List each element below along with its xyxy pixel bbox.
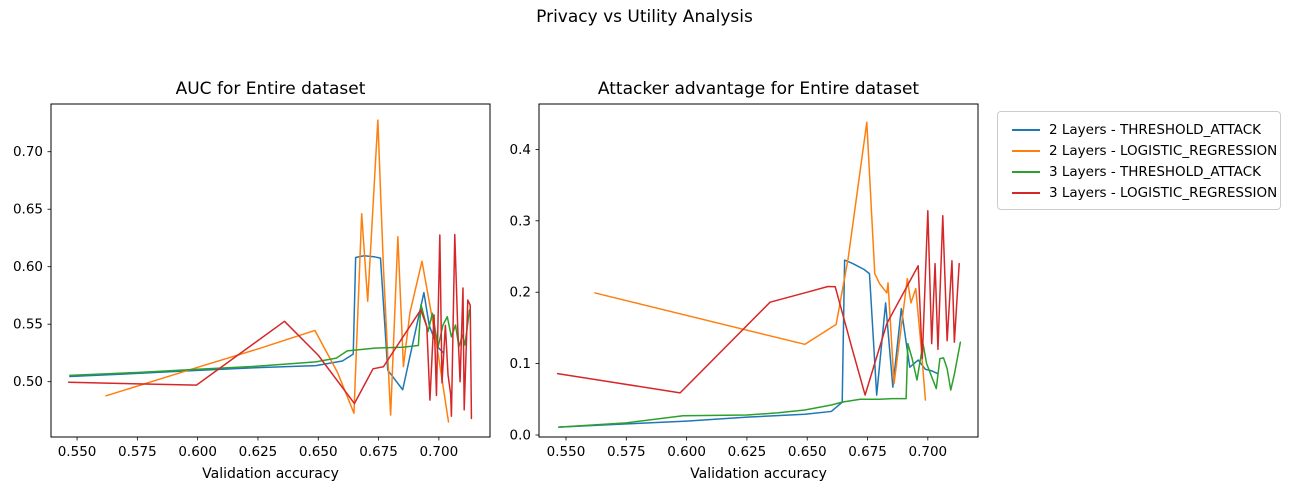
svg-text:0.70: 0.70 <box>13 144 43 160</box>
figure-suptitle: Privacy vs Utility Analysis <box>536 7 753 27</box>
legend-item: 3 Layers - THRESHOLD_ATTACK <box>1006 161 1272 182</box>
legend-item-label: 3 Layers - THRESHOLD_ATTACK <box>1049 163 1261 180</box>
svg-text:0.700: 0.700 <box>909 444 948 460</box>
svg-text:0.600: 0.600 <box>667 444 706 460</box>
svg-text:0.550: 0.550 <box>58 444 97 460</box>
svg-text:0.0: 0.0 <box>510 428 531 444</box>
svg-text:0.575: 0.575 <box>607 444 646 460</box>
svg-text:0.625: 0.625 <box>728 444 767 460</box>
advantage-xaxis-label: Validation accuracy <box>690 466 827 482</box>
svg-text:0.3: 0.3 <box>510 213 531 229</box>
svg-text:0.675: 0.675 <box>359 444 398 460</box>
svg-text:0.55: 0.55 <box>13 317 43 333</box>
svg-text:0.625: 0.625 <box>239 444 278 460</box>
svg-text:0.550: 0.550 <box>547 444 586 460</box>
legend-line-sample-blue <box>1012 128 1040 131</box>
legend-item-label: 2 Layers - THRESHOLD_ATTACK <box>1049 121 1261 138</box>
svg-text:0.60: 0.60 <box>13 259 43 275</box>
legend-item-label: 3 Layers - LOGISTIC_REGRESSION <box>1049 184 1278 201</box>
legend-item: 2 Layers - LOGISTIC_REGRESSION <box>1006 140 1277 161</box>
legend: 2 Layers - THRESHOLD_ATTACK 2 Layers - L… <box>997 111 1281 210</box>
svg-text:0.4: 0.4 <box>510 142 531 158</box>
legend-item-label: 2 Layers - LOGISTIC_REGRESSION <box>1049 142 1278 159</box>
svg-text:0.675: 0.675 <box>848 444 887 460</box>
svg-text:0.1: 0.1 <box>510 356 531 372</box>
svg-text:0.650: 0.650 <box>299 444 338 460</box>
svg-text:0.600: 0.600 <box>178 444 217 460</box>
legend-line-sample-red <box>1012 191 1040 194</box>
svg-text:0.50: 0.50 <box>13 374 43 390</box>
svg-text:0.700: 0.700 <box>420 444 459 460</box>
legend-line-sample-green <box>1012 170 1040 173</box>
auc-xaxis-label: Validation accuracy <box>202 466 339 482</box>
advantage-chart-title: Attacker advantage for Entire dataset <box>597 79 920 99</box>
auc-chart-title: AUC for Entire dataset <box>175 79 366 99</box>
svg-text:0.575: 0.575 <box>118 444 157 460</box>
legend-item: 3 Layers - LOGISTIC_REGRESSION <box>1006 182 1277 203</box>
advantage-chart: 0.550 0.575 0.600 0.625 0.650 0.675 0.700 0.0 0.… <box>510 103 979 460</box>
svg-text:0.2: 0.2 <box>510 285 531 301</box>
auc-chart: 0.550 0.575 0.600 0.625 0.650 0.675 0.700 0.50 0… <box>13 103 491 460</box>
svg-text:0.650: 0.650 <box>788 444 827 460</box>
svg-text:0.65: 0.65 <box>13 202 43 218</box>
legend-line-sample-orange <box>1012 149 1040 152</box>
legend-item: 2 Layers - THRESHOLD_ATTACK <box>1006 119 1272 140</box>
